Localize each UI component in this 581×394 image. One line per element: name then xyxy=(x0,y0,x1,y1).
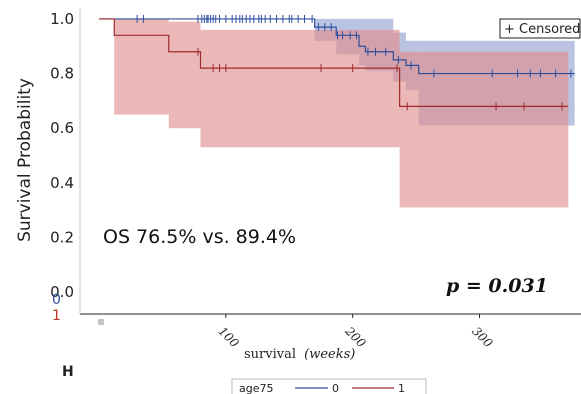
risk-label-1: 1 xyxy=(52,308,61,324)
survival-line-series-0 xyxy=(99,18,575,75)
y-tick-label: 0.8 xyxy=(50,65,74,83)
y-tick-label: 0.6 xyxy=(50,119,74,137)
risk-table-ticks xyxy=(98,319,104,325)
legend-entry-1: 1 xyxy=(398,382,405,394)
survival-line-series-1 xyxy=(99,18,569,107)
legend: age75 0 1 xyxy=(231,378,427,394)
y-tick-label: 0.4 xyxy=(50,174,74,192)
y-tick-label: 0.2 xyxy=(50,229,74,247)
x-tick-labels: 100 200 300 xyxy=(216,314,496,350)
x-axis-label-unit: (weeks) xyxy=(304,347,355,362)
p-value-annotation: p = 0.031 xyxy=(446,275,548,297)
confidence-bands xyxy=(114,18,575,208)
y-tick-label: 0.0 xyxy=(50,283,74,301)
y-tick-labels: 1.0 0.8 0.6 0.4 0.2 0.0 xyxy=(50,10,74,301)
legend-box xyxy=(231,378,427,394)
risk-label-0: 0 xyxy=(52,292,61,308)
ci-band-series-1 xyxy=(114,18,169,115)
x-tick-label: 100 xyxy=(216,324,242,350)
ci-band-series-1 xyxy=(399,51,569,208)
censored-legend-box xyxy=(499,18,581,39)
legend-entry-0: 0 xyxy=(332,382,339,394)
os-annotation: OS 76.5% vs. 89.4% xyxy=(103,226,296,248)
ci-band-series-1 xyxy=(200,29,400,148)
y-axis-label: Survival Probability xyxy=(15,78,35,242)
x-tick-label: 300 xyxy=(469,324,495,350)
ci-band-series-1 xyxy=(168,21,201,129)
x-axis-label-text: survival xyxy=(244,347,296,362)
survival-curves xyxy=(99,18,575,107)
legend-title: age75 xyxy=(239,382,274,394)
x-axis-label: survival (weeks) xyxy=(244,347,355,362)
censored-legend-text: + Censored xyxy=(504,22,580,37)
y-tick-label: 1.0 xyxy=(50,10,74,28)
panel-letter: H xyxy=(62,364,74,380)
censor-marks xyxy=(136,14,572,111)
